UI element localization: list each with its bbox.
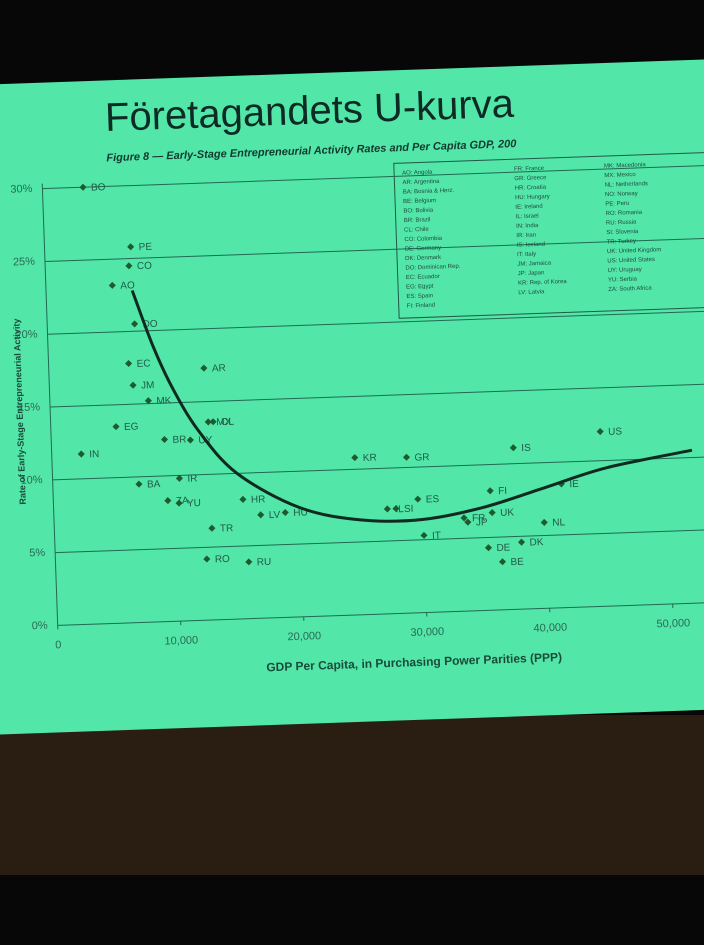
point-label: IE: [569, 479, 579, 490]
point-label: MK: [156, 396, 172, 408]
point-label: TR: [220, 523, 234, 534]
key-entry: RU: Russia: [606, 220, 637, 227]
key-entry: DE: Germany: [405, 245, 442, 252]
point-label: RU: [257, 557, 272, 568]
point-label: EC: [136, 358, 150, 369]
point-label: EG: [124, 421, 139, 433]
y-tick-label: 5%: [29, 547, 46, 560]
point-label: BO: [91, 182, 106, 194]
key-entry: PE: Peru: [605, 201, 629, 208]
x-tick-label: 10,000: [164, 634, 198, 647]
x-tick-label: 40,000: [533, 622, 567, 635]
key-entry: BE: Belgium: [403, 198, 436, 205]
point-label: JM: [141, 380, 155, 391]
key-entry: EG: Egypt: [406, 284, 434, 291]
point-label: SI: [404, 504, 414, 515]
point-label: IT: [432, 530, 441, 541]
point-label: IS: [521, 443, 531, 454]
point-label: YU: [187, 498, 201, 509]
point-label: IR: [187, 473, 197, 484]
point-label: DE: [496, 543, 511, 554]
key-entry: AO: Angola: [402, 170, 433, 177]
x-tick-label: 50,000: [656, 617, 690, 630]
point-label: AO: [120, 280, 135, 292]
point-label: ES: [426, 494, 440, 505]
x-tick-label: 0: [55, 639, 62, 651]
x-tick-label: 20,000: [287, 630, 321, 643]
point-label: KR: [363, 452, 377, 463]
key-entry: IN: India: [516, 223, 539, 230]
y-tick-label: 30%: [10, 183, 33, 196]
key-entry: NO: Norway: [605, 191, 638, 198]
key-entry: JP: Japan: [518, 270, 545, 277]
page: {"chart_data": { "type": "scatter", "tit…: [0, 0, 704, 945]
key-entry: SI: Slovenia: [606, 229, 639, 236]
key-entry: FR: France: [514, 166, 545, 173]
point-label: PE: [139, 242, 153, 253]
key-entry: HR: Croatia: [515, 185, 547, 192]
wall: [0, 715, 704, 875]
point-label: BE: [510, 557, 524, 568]
point-label: FI: [498, 486, 507, 497]
point-label: GR: [414, 452, 429, 464]
key-entry: IS: Iceland: [517, 242, 546, 249]
point-label: LV: [269, 510, 281, 521]
point-label: NL: [552, 517, 566, 528]
key-entry: UY: Uruguay: [608, 267, 642, 274]
y-tick-label: 25%: [13, 256, 36, 269]
point-label: CL: [221, 417, 235, 428]
point-label: UK: [500, 507, 515, 518]
screen: Företagandets U-kurva Figure 8 — Early-S…: [0, 0, 704, 945]
key-entry: BO: Bolivia: [403, 208, 434, 215]
point-label: US: [608, 426, 623, 437]
point-label: BA: [147, 479, 161, 490]
key-entry: LV: Latvia: [518, 289, 545, 296]
point-label: JP: [476, 517, 488, 528]
key-entry: HU: Hungary: [515, 194, 550, 201]
key-entry: TR: Turkey: [607, 239, 637, 246]
slide: Företagandets U-kurva Figure 8 — Early-S…: [0, 59, 704, 735]
key-entry: IT: Italy: [517, 252, 536, 259]
key-entry: MX: Mexico: [604, 172, 636, 179]
key-entry: JM: Jamaica: [517, 261, 552, 268]
key-entry: IE: Ireland: [515, 204, 543, 211]
key-entry: IR: Iran: [516, 233, 536, 240]
key-entry: BR: Brazil: [404, 217, 431, 224]
key-entry: EC: Ecuador: [406, 274, 440, 281]
x-tick-label: 30,000: [410, 626, 444, 639]
point-label: DK: [529, 537, 544, 548]
key-entry: YU: Serbia: [608, 277, 638, 284]
point-label: RO: [215, 554, 231, 566]
point-label: AR: [212, 363, 226, 374]
point-label: IN: [89, 449, 99, 460]
point-label: BR: [172, 434, 186, 445]
key-entry: FI: Finland: [407, 303, 436, 310]
key-entry: IL: Israel: [516, 213, 539, 220]
point-label: CO: [137, 261, 153, 273]
key-entry: GR: Greece: [514, 175, 547, 182]
key-entry: CL: Chile: [404, 227, 430, 234]
key-entry: ES: Spain: [406, 293, 433, 300]
point-label: HR: [251, 494, 266, 505]
y-tick-label: 0%: [32, 620, 49, 633]
